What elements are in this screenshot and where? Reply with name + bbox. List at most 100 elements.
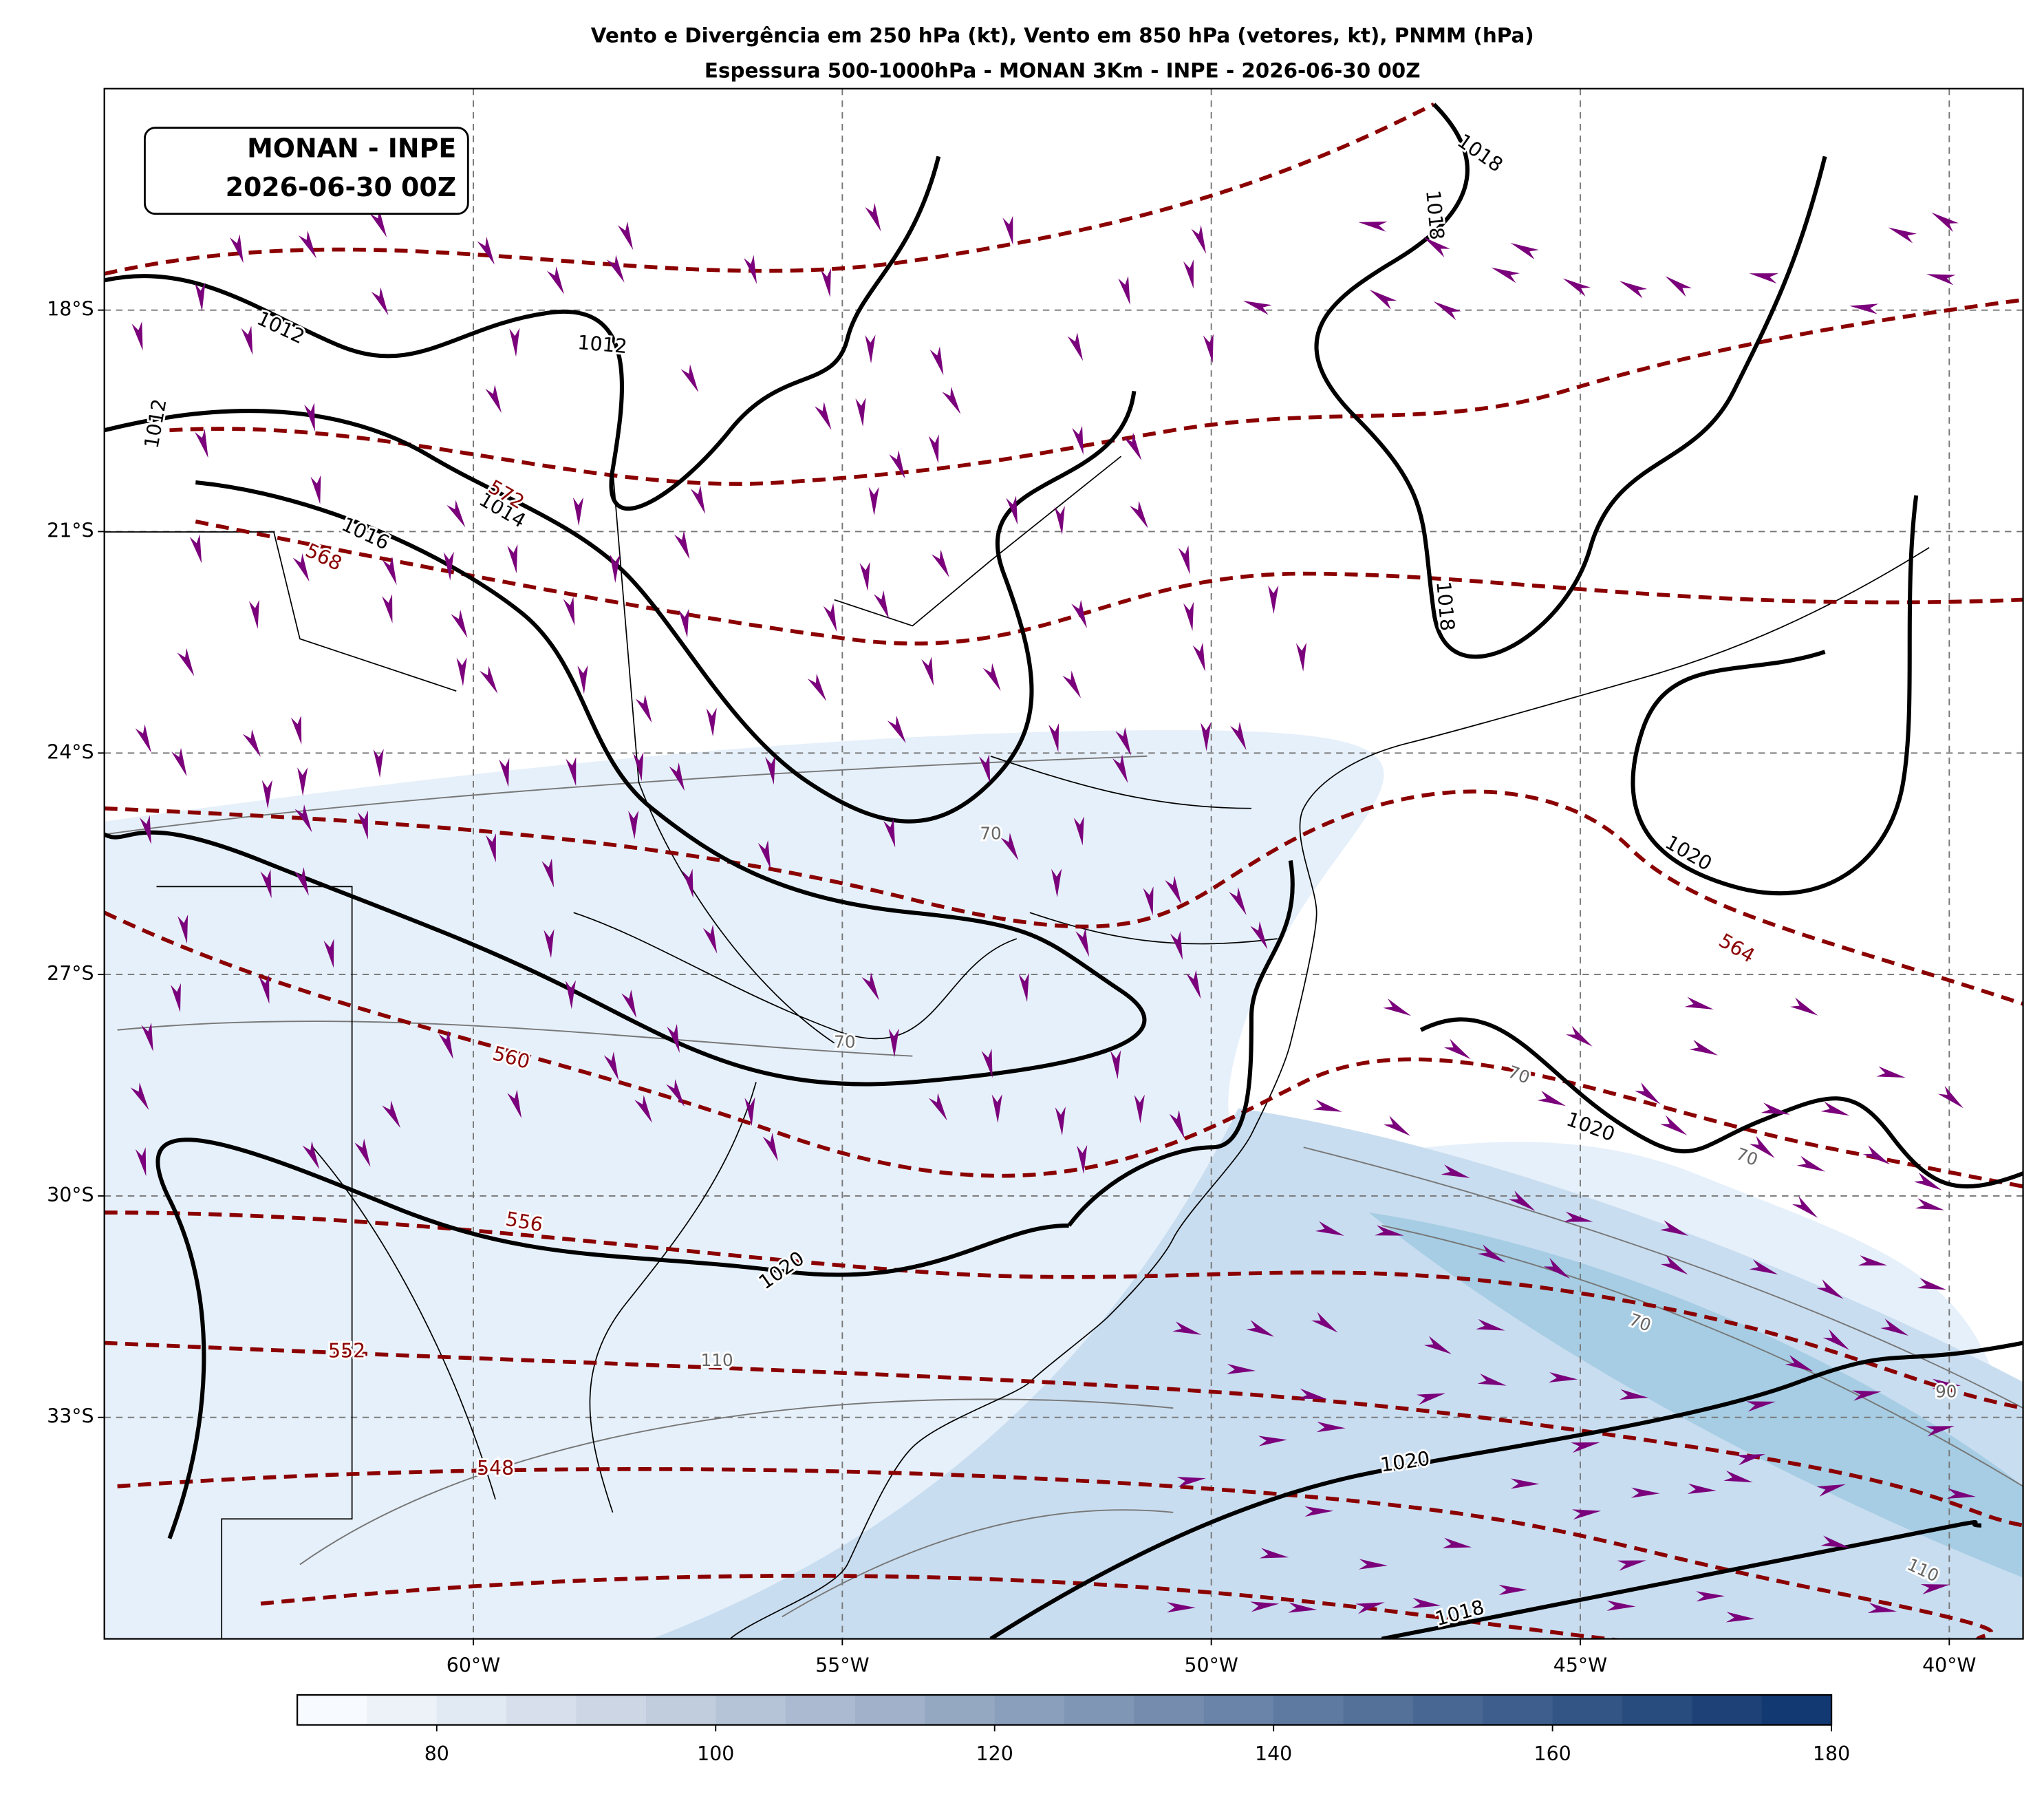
wind-arrow <box>1619 281 1648 299</box>
label-box: MONAN - INPE 2026-06-30 00Z <box>143 127 469 215</box>
wind-arrow <box>865 334 876 364</box>
wind-arrow <box>1229 887 1247 915</box>
wind-arrow <box>456 657 467 687</box>
wind-arrow <box>888 1028 899 1058</box>
colorbar-tick-label: 140 <box>1255 1742 1292 1765</box>
y-tick-label: 27°S <box>47 962 94 985</box>
wind-shading <box>652 1108 2023 1639</box>
wind-arrow <box>509 328 520 357</box>
colorbar-tick-label: 120 <box>976 1742 1013 1765</box>
wind-arrow <box>443 551 454 581</box>
wind-arrow <box>1259 1548 1289 1559</box>
wind-arrow <box>1315 1221 1344 1236</box>
wind-arrow <box>507 1089 522 1119</box>
wind-arrow <box>1242 301 1272 315</box>
wind-arrow <box>1226 1363 1256 1375</box>
wind-arrow <box>1178 545 1190 575</box>
wind-arrow <box>241 325 253 355</box>
wind-shading <box>1368 1212 2023 1578</box>
wind-arrow <box>1258 1435 1288 1446</box>
wind-arrow <box>1820 1101 1850 1116</box>
wind-arrow <box>135 1146 147 1177</box>
colorbar-segment <box>785 1695 856 1725</box>
wind-arrow <box>1183 601 1194 631</box>
y-tick-label: 21°S <box>47 519 94 542</box>
colorbar-segment <box>1761 1695 1833 1725</box>
wind-arrow <box>1416 1393 1446 1405</box>
contour-label: 1012 <box>577 331 628 358</box>
title-line: Espessura 500-1000hPa - MONAN 3Km - INPE… <box>704 59 1421 83</box>
wind-arrow <box>292 553 310 582</box>
wind-arrow <box>1311 1312 1338 1333</box>
wind-arrow <box>1822 1329 1850 1350</box>
wind-arrow <box>1659 1220 1689 1236</box>
wind-arrow <box>1203 334 1214 363</box>
wind-arrow <box>1000 833 1019 861</box>
colorbar-segment <box>854 1695 926 1725</box>
wind-arrow <box>1660 1254 1688 1275</box>
wind-arrow <box>1913 1172 1942 1190</box>
wind-arrow <box>814 401 832 430</box>
wind-arrow <box>667 1023 680 1054</box>
y-tick-label: 33°S <box>47 1405 94 1428</box>
thickness-contour <box>104 103 1435 276</box>
wind-arrow <box>820 268 831 297</box>
wind-arrow <box>982 663 1001 692</box>
contour-label: 70 <box>834 1032 855 1052</box>
wind-arrow <box>373 749 384 778</box>
wind-arrow <box>1548 1371 1578 1383</box>
wind-arrow <box>1172 1321 1202 1335</box>
wind-arrow <box>1130 500 1148 528</box>
axes: 60°W 55°W 50°W 45°W 40°W 18°S 21°S 24°S 27°S 30°S… <box>47 298 1976 1677</box>
wind-arrow <box>823 603 837 632</box>
wind-arrow <box>1917 1278 1947 1290</box>
wind-arrow <box>1725 1612 1755 1623</box>
wind-arrow <box>743 255 757 284</box>
wind-arrow <box>762 1133 778 1162</box>
wind-arrow <box>1736 1453 1765 1466</box>
wind-arrow <box>690 485 705 514</box>
colorbar-segment <box>645 1695 717 1725</box>
wind-arrow <box>889 450 905 479</box>
wind-arrow <box>382 1100 401 1129</box>
colorbar-segment <box>716 1695 786 1725</box>
x-tick-label: 55°W <box>815 1654 869 1676</box>
wind-arrow <box>139 815 151 844</box>
wind-arrow <box>485 384 502 414</box>
wind-arrow <box>1876 1066 1906 1078</box>
wind-arrow <box>177 648 195 676</box>
wind-arrow <box>261 780 272 809</box>
colorbar-tick-label: 180 <box>1813 1742 1850 1765</box>
wind-arrow <box>1915 1198 1945 1210</box>
wind-arrow <box>1143 886 1154 916</box>
wind-arrow <box>298 231 316 259</box>
wind-arrow <box>991 1094 1002 1123</box>
wind-arrow <box>1749 1259 1778 1274</box>
wind-arrow <box>242 729 261 757</box>
colorbar-frame <box>296 1694 1833 1726</box>
colorbar-tick-label: 100 <box>697 1742 734 1765</box>
wind-arrow <box>1384 1115 1411 1136</box>
thickness-contour <box>104 789 2023 1006</box>
wind-arrow <box>1660 1115 1688 1135</box>
wind-arrow <box>1746 1401 1776 1412</box>
wind-arrow <box>621 989 637 1018</box>
wind-arrow <box>1383 999 1412 1016</box>
isobar <box>1314 103 1827 659</box>
wind-arrow <box>1849 303 1879 314</box>
wind-arrow <box>859 562 870 591</box>
wind-arrow <box>1441 1164 1470 1178</box>
wind-arrow <box>1176 1477 1206 1488</box>
colorbar-segment <box>1343 1695 1414 1725</box>
wind-arrow <box>1115 727 1131 756</box>
label-box-frame <box>143 127 469 215</box>
wind-arrow <box>369 209 387 237</box>
colorbar-segment <box>506 1695 577 1725</box>
wind-arrow <box>1316 1422 1346 1433</box>
contour-label: 90 <box>1935 1381 1957 1401</box>
wind-vectors <box>130 202 1976 1623</box>
wind-arrow <box>323 939 334 968</box>
wind-arrow <box>546 266 564 295</box>
wind-arrow <box>1412 1597 1441 1608</box>
wind-arrow <box>297 767 308 796</box>
